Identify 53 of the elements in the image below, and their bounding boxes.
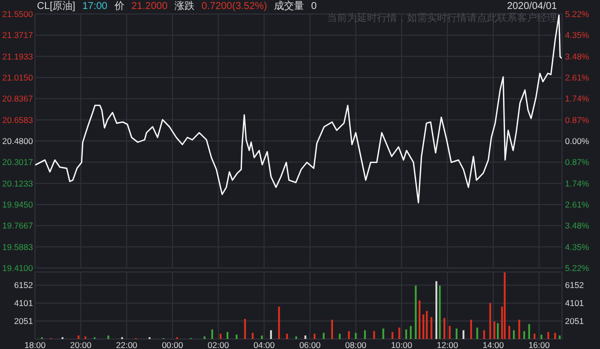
y2-tick-label: 1.74% <box>565 178 590 188</box>
x-tick-label: 00:00 <box>162 340 184 349</box>
x-tick-label: 14:00 <box>482 340 504 349</box>
y2-tick-label: 2.61% <box>565 200 590 210</box>
y-tick-label: 2051 <box>14 316 34 326</box>
y2-tick-label: 0.87% <box>565 157 590 168</box>
x-tick-label: 02:00 <box>208 340 230 349</box>
y2-tick-label: 1.74% <box>565 94 590 104</box>
y-tick-label: 19.7667 <box>2 220 34 231</box>
y-tick-label: 20.1233 <box>2 178 34 188</box>
x-tick-label: 12:00 <box>436 340 458 349</box>
y-tick-label: 19.5883 <box>2 242 34 252</box>
text: 2020/04/01 <box>506 1 558 12</box>
text: 17:00 <box>82 1 108 12</box>
x-tick-label: 20:00 <box>70 340 92 349</box>
x-tick-label: 16:00 <box>528 340 550 349</box>
y-tick-label: 6152 <box>14 280 34 290</box>
y2-tick-label: 4.35% <box>565 30 590 40</box>
y-tick-label: 21.5500 <box>2 9 34 19</box>
x-tick-label: 22:00 <box>116 340 138 349</box>
y2-tick-label: 2051 <box>565 316 584 326</box>
text: 0.7200(3.52%) <box>202 1 268 12</box>
y-tick-label: 21.1933 <box>2 51 34 62</box>
x-tick-label: 10:00 <box>390 340 413 349</box>
text: 0 <box>311 1 318 12</box>
y2-tick-label: 0.00% <box>565 136 590 146</box>
y-tick-label: 20.6583 <box>2 114 34 125</box>
y2-tick-label: 2.61% <box>565 72 590 82</box>
text: 21.2000 <box>131 1 168 12</box>
y-tick-label: 21.0150 <box>2 72 34 82</box>
x-tick-label: 08:00 <box>345 340 367 349</box>
y2-tick-label: 3.48% <box>565 220 590 231</box>
y-tick-label: 20.4800 <box>2 136 34 146</box>
y2-tick-label: 5.22% <box>565 9 590 19</box>
y2-tick-label: 5.22% <box>565 263 590 273</box>
y-tick-label: 20.3017 <box>2 157 34 168</box>
y2-tick-label: 6152 <box>565 280 584 290</box>
chart-title: CL[原油] <box>37 0 76 12</box>
text: 价 <box>113 0 124 12</box>
x-tick-label: 06:00 <box>299 340 321 349</box>
x-tick-label: 04:00 <box>253 340 276 349</box>
y-tick-label: 19.4100 <box>2 263 34 273</box>
y2-tick-label: 4101 <box>565 298 584 308</box>
y-tick-label: 21.3717 <box>2 30 34 40</box>
x-tick-label: 18:00 <box>24 340 46 349</box>
y-tick-label: 19.9450 <box>2 200 34 210</box>
y2-tick-label: 0.87% <box>565 114 590 125</box>
text: 成交量 <box>274 0 304 12</box>
y2-tick-label: 4.35% <box>565 242 590 252</box>
y-tick-label: 20.8367 <box>2 94 34 104</box>
text: 涨跌 <box>174 0 195 12</box>
y-tick-label: 4101 <box>14 298 34 308</box>
y2-tick-label: 3.48% <box>565 51 590 62</box>
